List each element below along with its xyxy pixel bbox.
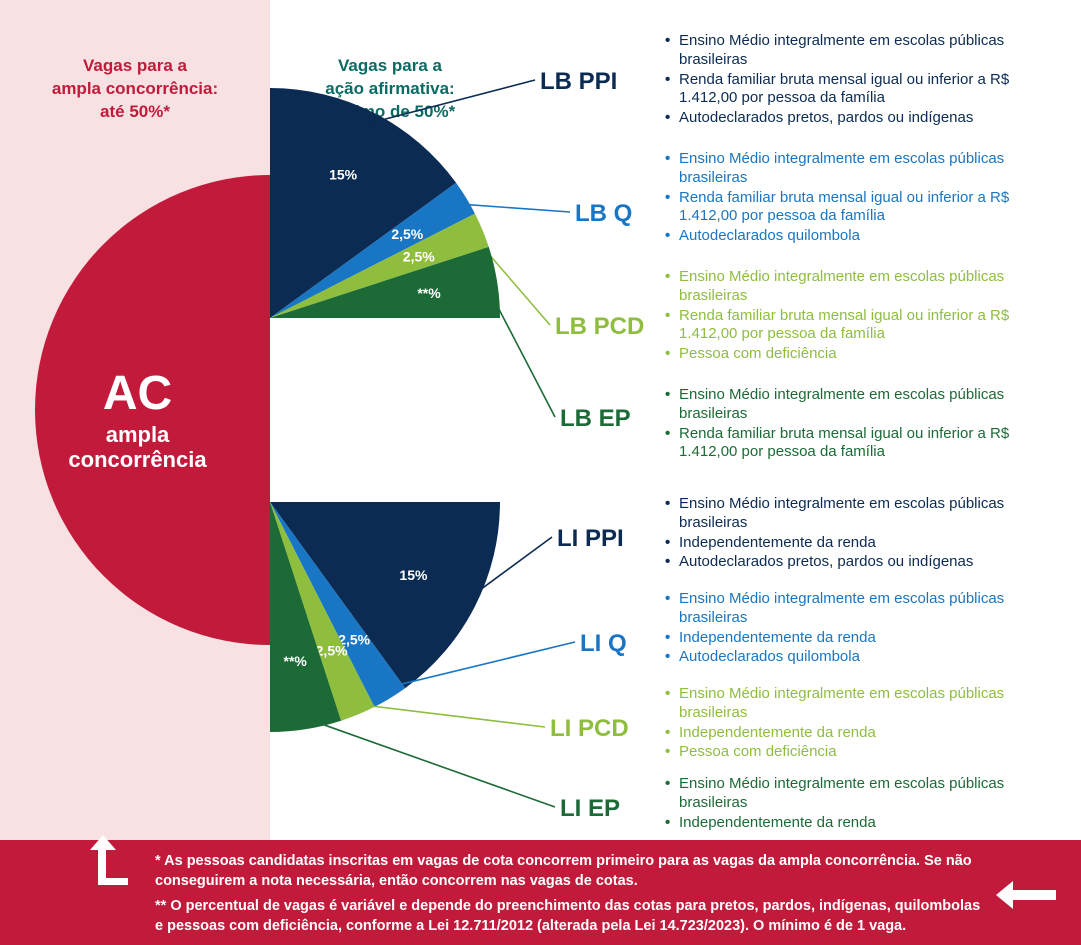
desc-li_ppi-item: Autodeclarados pretos, pardos ou indígen… (665, 553, 1065, 572)
pct-lb_ep: **% (417, 285, 441, 301)
pct-li_ep: **% (284, 653, 308, 669)
desc-li_ep-item: Independentemente da renda (665, 814, 1065, 833)
desc-lb_ep-item: Renda familiar bruta mensal igual ou inf… (665, 425, 1065, 463)
pct-lb_pcd: 2,5% (403, 248, 435, 264)
footer-notes: * As pessoas candidatas inscritas em vag… (0, 840, 1081, 945)
desc-li_pcd-item: Ensino Médio integralmente em escolas pú… (665, 685, 1065, 723)
desc-li_pcd: Ensino Médio integralmente em escolas pú… (665, 685, 1065, 763)
label-li_ppi: LI PPI (557, 525, 624, 553)
desc-lb_ppi: Ensino Médio integralmente em escolas pú… (665, 32, 1065, 129)
footnote-2: ** O percentual de vagas é variável e de… (155, 897, 991, 936)
label-li_q: LI Q (580, 630, 627, 658)
desc-lb_ppi-item: Ensino Médio integralmente em escolas pú… (665, 32, 1065, 70)
desc-li_pcd-item: Independentemente da renda (665, 724, 1065, 743)
desc-li_ep: Ensino Médio integralmente em escolas pú… (665, 775, 1065, 833)
label-lb_pcd: LB PCD (555, 313, 644, 341)
desc-lb_pcd-item: Ensino Médio integralmente em escolas pú… (665, 268, 1065, 306)
desc-li_q-item: Autodeclarados quilombola (665, 648, 1065, 667)
ac-sub2: concorrência (68, 447, 206, 472)
label-li_pcd: LI PCD (550, 715, 629, 743)
arrow-left-icon (991, 875, 1061, 915)
arrow-up-left-icon (78, 830, 128, 900)
desc-lb_ep: Ensino Médio integralmente em escolas pú… (665, 386, 1065, 463)
leader-lb_ppi (369, 80, 535, 123)
pct-lb_q: 2,5% (391, 226, 423, 242)
desc-li_ep-item: Ensino Médio integralmente em escolas pú… (665, 775, 1065, 813)
leader-li_pcd (354, 704, 545, 727)
desc-lb_ppi-item: Renda familiar bruta mensal igual ou inf… (665, 71, 1065, 109)
desc-lb_ppi-item: Autodeclarados pretos, pardos ou indígen… (665, 109, 1065, 128)
desc-lb_q-item: Autodeclarados quilombola (665, 227, 1065, 246)
pct-li_pcd: 2,5% (316, 643, 348, 659)
desc-li_q-item: Ensino Médio integralmente em escolas pú… (665, 590, 1065, 628)
ac-code: AC (50, 370, 225, 418)
desc-lb_q-item: Ensino Médio integralmente em escolas pú… (665, 150, 1065, 188)
label-li_ep: LI EP (560, 795, 620, 823)
footnote-1: * As pessoas candidatas inscritas em vag… (155, 852, 991, 891)
desc-li_ppi-item: Ensino Médio integralmente em escolas pú… (665, 495, 1065, 533)
desc-li_q-item: Independentemente da renda (665, 629, 1065, 648)
label-lb_q: LB Q (575, 200, 632, 228)
leader-li_ep (304, 718, 555, 807)
desc-lb_pcd-item: Renda familiar bruta mensal igual ou inf… (665, 307, 1065, 345)
pct-lb_ppi: 15% (329, 167, 358, 183)
pct-li_ppi: 15% (399, 567, 428, 583)
label-lb_ep: LB EP (560, 405, 631, 433)
desc-li_ppi: Ensino Médio integralmente em escolas pú… (665, 495, 1065, 573)
desc-lb_ep-item: Ensino Médio integralmente em escolas pú… (665, 386, 1065, 424)
desc-lb_q-item: Renda familiar bruta mensal igual ou inf… (665, 189, 1065, 227)
ac-label: AC ampla concorrência (50, 370, 225, 473)
desc-lb_pcd-item: Pessoa com deficiência (665, 345, 1065, 364)
label-lb_ppi: LB PPI (540, 68, 617, 96)
desc-li_q: Ensino Médio integralmente em escolas pú… (665, 590, 1065, 668)
leader-lb_ep (486, 284, 555, 417)
desc-li_ppi-item: Independentemente da renda (665, 534, 1065, 553)
desc-lb_q: Ensino Médio integralmente em escolas pú… (665, 150, 1065, 247)
desc-lb_pcd: Ensino Médio integralmente em escolas pú… (665, 268, 1065, 365)
ac-sub1: ampla (106, 422, 170, 447)
desc-li_pcd-item: Pessoa com deficiência (665, 743, 1065, 762)
